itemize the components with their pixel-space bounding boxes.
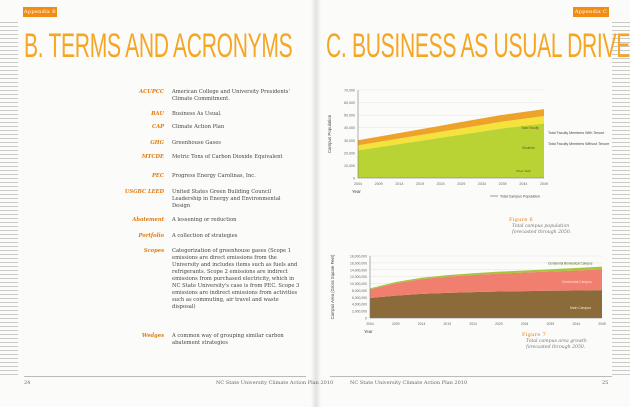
term-definition: Greenhouse Gases [172, 140, 221, 146]
term-definition: Categorization of greenhouse gases (Scop… [172, 248, 300, 310]
y-tick-label: 18,000,000 [350, 255, 367, 259]
term-key: PEC [152, 173, 164, 179]
right-footer-text: NC State University Climate Action Plan … [350, 380, 468, 386]
term-key: MTCDE [141, 154, 164, 160]
label-centennial: Centennial Campus [562, 280, 592, 284]
y-axis-title: Campus Area (Gross Square Feet) [330, 254, 335, 319]
area-series-2 [370, 266, 602, 290]
y-tick-label: 0 [353, 177, 355, 181]
y-tick-label: 6,000,000 [352, 296, 367, 300]
figure6-label: Figure 6 [509, 217, 534, 223]
term-definition: Metric Tons of Carbon Dioxide Equivalent [172, 154, 283, 160]
term-definition: Progress Energy Carolinas, Inc. [172, 173, 256, 179]
left-margin-lines [0, 22, 18, 377]
x-tick-label: 2014 [418, 322, 426, 326]
x-tick-label: 2039 [499, 182, 507, 186]
x-tick-label: 2004 [366, 322, 374, 326]
label-without-tenure: Total Faculty Members Without Tenure [548, 142, 609, 146]
area-series-0 [370, 290, 602, 318]
term-key: Portfolio [138, 233, 164, 239]
area-series-0 [358, 123, 544, 178]
term-definition: Climate Action Plan [172, 124, 225, 130]
label-other-staff: Other Staff [516, 169, 531, 173]
label-area-tenure: Total Faculty [521, 126, 539, 130]
x-tick-label: 2024 [469, 322, 477, 326]
term-key: GHG [150, 140, 164, 146]
x-tick-label: 2004 [354, 182, 362, 186]
y-tick-label: 16,000,000 [350, 261, 367, 265]
area-series-1 [358, 116, 544, 151]
y-tick-label: 8,000,000 [352, 289, 367, 293]
bau-title: C. BUSINESS AS USUAL DRIVERS [326, 27, 630, 65]
y-tick-label: 14,000,000 [350, 268, 367, 272]
label-main-campus: Main Campus [570, 306, 591, 310]
label-biomedical: Centennial Biomedical Campus [548, 262, 593, 266]
y-tick-label: 4,000,000 [352, 303, 367, 307]
right-margin-lines [612, 22, 630, 377]
x-tick-label: 2009 [375, 182, 383, 186]
term-definition: A collection of strategies [172, 233, 238, 239]
term-definition: United States Green Building Council Lea… [172, 189, 281, 209]
y-tick-label: 20,000 [344, 151, 355, 155]
y-tick-label: 10,000,000 [350, 282, 367, 286]
y-tick-label: 60,000 [344, 101, 355, 105]
y-tick-label: 0 [365, 317, 367, 321]
left-footer-text: NC State University Climate Action Plan … [216, 380, 334, 386]
figure7-label: Figure 7 [522, 332, 547, 338]
legend-label: Total Campus Population [500, 195, 540, 199]
term-key: Wedges [141, 333, 164, 339]
x-tick-label: 2034 [478, 182, 486, 186]
x-tick-label: 2034 [521, 322, 529, 326]
population-chart: 0 10,000 20,000 30,000 40,000 50,000 60,000 70,… [327, 89, 609, 199]
area-series-2 [358, 109, 544, 146]
term-definition: A common way of grouping similar carbon … [172, 333, 284, 346]
y-tick-label: 50,000 [344, 114, 355, 118]
term-key: Scopes [143, 248, 164, 254]
term-key: USGBC LEED [124, 189, 164, 195]
area-chart: 0 2,000,000 4,000,000 6,000,000 8,000,000 10,… [330, 254, 606, 334]
x-tick-label: 2019 [416, 182, 424, 186]
book-gutter [311, 0, 321, 407]
y-tick-label: 30,000 [344, 139, 355, 143]
x-tick-label: 2024 [437, 182, 445, 186]
x-tick-label: 2019 [444, 322, 452, 326]
x-tick-label: 2044 [519, 182, 527, 186]
appendix-c-tab: Appendix C [573, 7, 609, 17]
left-footer-rule [24, 376, 306, 377]
left-page-number: 24 [24, 380, 31, 386]
label-with-tenure: Total Faculty Members With Tenure [548, 131, 604, 135]
terms-title: B. TERMS AND ACRONYMS [24, 27, 293, 65]
appendix-b-tab: Appendix B [23, 7, 57, 17]
term-definition: American College and University Presiden… [172, 89, 290, 102]
x-tick-label: 2014 [395, 182, 403, 186]
figure6-caption: Total campus population forecasted throu… [512, 224, 572, 236]
term-definition: A lessening or reduction [172, 217, 237, 223]
x-tick-label: 2049 [540, 182, 548, 186]
x-tick-label: 2029 [495, 322, 503, 326]
x-tick-label: 2009 [392, 322, 400, 326]
right-footer-rule [330, 376, 612, 377]
y-tick-label: 70,000 [344, 89, 355, 93]
x-tick-label: 2049 [598, 322, 606, 326]
term-key: Abatement [132, 217, 164, 223]
x-tick-label: 2039 [547, 322, 555, 326]
y-tick-label: 12,000,000 [350, 275, 367, 279]
term-key: BAU [151, 111, 164, 117]
y-tick-label: 40,000 [344, 126, 355, 130]
y-tick-label: 2,000,000 [352, 310, 367, 314]
y-tick-label: 10,000 [344, 164, 355, 168]
term-definition: Business As Usual. [172, 111, 222, 117]
x-tick-label: 2044 [572, 322, 580, 326]
term-key: CAP [151, 124, 164, 130]
y-axis-title: Campus Population [327, 114, 332, 153]
x-axis-title: Year [352, 189, 361, 194]
right-page-number: 25 [602, 380, 609, 386]
figure7-caption: Total campus area growth forecasted thro… [526, 339, 587, 351]
term-key: ACUPCC [139, 89, 164, 95]
x-tick-label: 2029 [457, 182, 465, 186]
label-students: Students [522, 146, 535, 150]
x-axis-title: Year [364, 329, 373, 334]
